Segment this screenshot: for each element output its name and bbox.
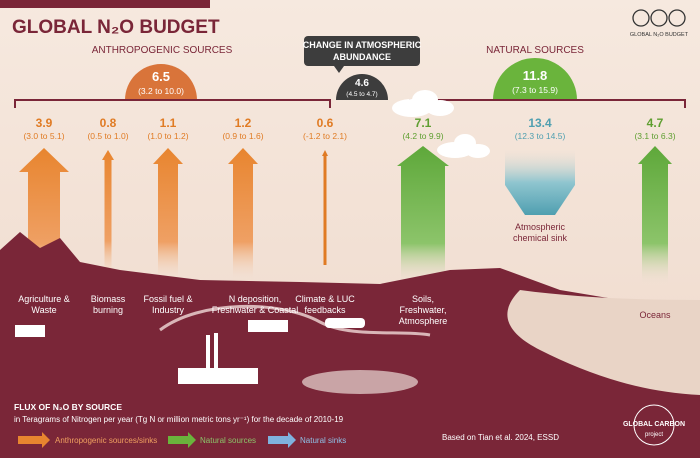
top-bar	[0, 0, 210, 8]
bracket	[14, 99, 331, 108]
vegetation	[325, 318, 365, 328]
flux-range: (4.2 to 9.9)	[402, 131, 443, 141]
group-title: CHANGE IN ATMOSPHERIC	[303, 40, 422, 50]
flux-range: (3.0 to 5.1)	[23, 131, 64, 141]
flux-value: 4.7	[647, 116, 664, 130]
flux-range: (3.1 to 6.3)	[634, 131, 675, 141]
group-total: 6.5	[152, 69, 170, 84]
sink-arrow	[505, 150, 575, 215]
group-total: 4.6	[355, 78, 369, 89]
group-title: ANTHROPOGENIC SOURCES	[92, 45, 233, 56]
flux-value: 0.6	[317, 116, 334, 130]
license-text: GLOBAL N₂O BUDGET	[630, 32, 689, 38]
group-range: (3.2 to 10.0)	[138, 86, 184, 96]
flux-arrow	[322, 150, 328, 265]
logo-ring	[633, 404, 675, 446]
flux-value: 0.8	[100, 116, 117, 130]
legend-label: Natural sources	[200, 436, 256, 445]
flux-value: 1.2	[235, 116, 252, 130]
total-dome	[336, 74, 388, 100]
ocean	[507, 290, 700, 395]
flux-arrow	[397, 146, 449, 285]
flux-value: 1.1	[160, 116, 177, 130]
source-label: Soils,	[412, 294, 434, 304]
flux-arrow	[153, 148, 183, 282]
legend-arrow	[268, 432, 296, 448]
cc-icon	[632, 9, 650, 27]
source-label: N deposition,	[229, 294, 282, 304]
footer-subtitle: in Teragrams of Nitrogen per year (Tg N …	[14, 415, 344, 424]
flux-range: (1.0 to 1.2)	[147, 131, 188, 141]
source-label: Industry	[152, 305, 185, 315]
source-label: Fossil fuel &	[143, 294, 192, 304]
title: GLOBAL N₂O BUDGET	[12, 17, 220, 38]
tractor	[15, 325, 45, 337]
source-label: Biomass	[91, 294, 126, 304]
flux-range: (12.3 to 14.5)	[515, 131, 566, 141]
flux-value: 3.9	[36, 116, 53, 130]
source-label: chemical sink	[513, 233, 568, 243]
legend-label: Anthropogenic sources/sinks	[55, 436, 157, 445]
flux-range: (0.9 to 1.6)	[222, 131, 263, 141]
by-icon	[650, 9, 668, 27]
flux-range: (-1.2 to 2.1)	[303, 131, 347, 141]
source-label: burning	[93, 305, 123, 315]
flux-arrow	[102, 150, 114, 280]
total-dome	[493, 58, 577, 100]
citation: Based on Tian et al. 2024, ESSD	[442, 433, 559, 442]
factory	[178, 333, 258, 384]
group-title: ABUNDANCE	[333, 52, 391, 62]
legend-arrow	[168, 432, 196, 448]
flux-range: (0.5 to 1.0)	[87, 131, 128, 141]
group-range: (7.3 to 15.9)	[512, 85, 558, 95]
wetland	[302, 370, 418, 394]
footer-title: FLUX OF N₂O BY SOURCE	[14, 402, 122, 412]
callout-pointer	[334, 66, 344, 73]
flux-value: 13.4	[528, 116, 552, 130]
total-dome	[125, 64, 197, 100]
river	[159, 304, 431, 337]
source-label: Agriculture &	[18, 294, 70, 304]
land	[0, 232, 700, 458]
logo-text: GLOBAL CARBON	[623, 421, 685, 428]
callout	[304, 36, 420, 66]
group-title: NATURAL SOURCES	[486, 45, 584, 56]
source-label: Atmospheric	[515, 222, 566, 232]
source-label: Atmosphere	[399, 316, 448, 326]
source-label: Waste	[31, 305, 56, 315]
flux-value: 7.1	[415, 116, 432, 130]
logo-text: project	[645, 432, 663, 438]
nc-icon	[668, 9, 686, 27]
source-label: Freshwater & Coastal	[212, 305, 299, 315]
group-range: (4.5 to 4.7)	[346, 91, 377, 98]
legend-label: Natural sinks	[300, 436, 346, 445]
legend-arrow	[18, 432, 50, 448]
flux-arrow	[228, 148, 258, 282]
group-total: 11.8	[523, 68, 548, 83]
source-label: Climate & LUC	[295, 294, 355, 304]
treatment-plant	[248, 320, 288, 332]
source-label: feedbacks	[304, 305, 346, 315]
cloud	[392, 90, 490, 158]
flux-arrow	[638, 146, 672, 285]
source-label: Oceans	[639, 310, 671, 320]
source-label: Freshwater,	[399, 305, 446, 315]
